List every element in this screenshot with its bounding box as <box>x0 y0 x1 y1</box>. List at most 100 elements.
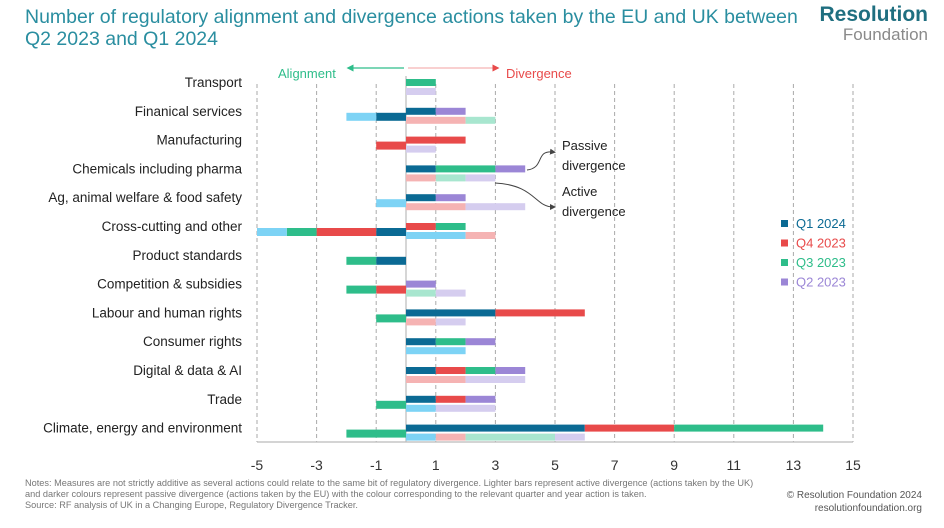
alignment-bar-q3 <box>376 400 406 409</box>
passive-bar-q3 <box>406 79 436 86</box>
active-bar-q3 <box>465 433 555 441</box>
passive-bar-q3 <box>435 223 466 230</box>
category-label: Consumer rights <box>143 334 242 349</box>
x-tick-label: 7 <box>611 457 619 473</box>
alignment-bar-q1 <box>376 256 406 265</box>
active-bar-q4 <box>435 433 466 441</box>
legend-swatch-q4 <box>781 239 788 247</box>
active-bar-q2 <box>406 88 436 95</box>
passive-bar-q4 <box>495 309 585 317</box>
x-tick-label: 1 <box>432 457 440 473</box>
category-label: Ag, animal welfare & food safety <box>48 190 242 205</box>
category-label: Transport <box>185 75 243 90</box>
legend-label-q1: Q1 2024 <box>796 216 846 231</box>
passive-bar-q1 <box>406 338 436 346</box>
website: resolutionfoundation.org <box>814 503 922 514</box>
passive-bar-q1 <box>406 367 436 374</box>
passive-bar-q3 <box>435 338 466 346</box>
resolution-foundation-logo: Resolution Foundation <box>820 4 929 44</box>
legend: Q1 2024 Q4 2023 Q3 2023 Q2 2023 <box>781 216 846 290</box>
chart-title: Number of regulatory alignment and diver… <box>25 6 798 50</box>
legend-swatch-q2 <box>781 278 788 286</box>
passive-bar-q2 <box>465 395 496 403</box>
alignment-bar-q3 <box>346 285 377 294</box>
alignment-bar-q3 <box>346 256 377 265</box>
passive-bar-q3 <box>674 424 824 432</box>
active-bar-q3 <box>406 289 436 297</box>
passive-bar-q1 <box>406 107 436 115</box>
x-tick-label: 11 <box>727 457 742 473</box>
active-bar-q4 <box>406 203 466 211</box>
active-bar-q4 <box>406 174 436 182</box>
x-tick-label: 9 <box>670 457 678 473</box>
alignment-bar-q3 <box>286 228 317 236</box>
passive-bar-q3 <box>435 165 496 173</box>
active-bar-q1 <box>406 347 466 355</box>
category-label: Manufacturing <box>156 133 242 148</box>
notes: Notes: Measures are not strictly additiv… <box>25 478 765 511</box>
alignment-bar-q1 <box>346 112 377 121</box>
active-bar-q2 <box>465 174 496 182</box>
active-bar-q3 <box>465 116 496 124</box>
category-label: Chemicals including pharma <box>72 161 242 176</box>
source-text: Source: RF analysis of UK in a Changing … <box>25 500 358 510</box>
passive-bar-q2 <box>495 367 526 374</box>
category-label: Climate, energy and environment <box>43 421 242 436</box>
active-bar-q4 <box>406 376 466 383</box>
passive-bar-q4 <box>406 223 436 230</box>
category-label: Digital & data & AI <box>133 363 242 378</box>
divergence-label: Divergence <box>506 66 572 81</box>
passive-bar-q1 <box>406 194 436 202</box>
passive-bar-q4 <box>435 367 466 374</box>
logo-line2: Foundation <box>842 25 928 44</box>
active-annotation-arrow <box>494 182 556 210</box>
passive-bar-q2 <box>495 165 526 173</box>
alignment-bar-q1 <box>376 228 406 236</box>
active-divergence-annotation: Active divergence <box>562 184 626 219</box>
passive-bar-q4 <box>435 395 466 403</box>
alignment-bar-q4 <box>376 285 406 294</box>
legend-label-q4: Q4 2023 <box>796 236 846 251</box>
active-bar-q4 <box>406 318 436 326</box>
passive-annotation-arrow <box>526 148 556 171</box>
alignment-bar-q1 <box>376 199 406 208</box>
passive-bar-q2 <box>435 194 466 202</box>
alignment-bar-q1 <box>257 228 287 236</box>
active-bar-q2 <box>435 318 466 326</box>
legend-label-q2: Q2 2023 <box>796 275 846 290</box>
active-bar-q2 <box>465 376 526 383</box>
passive-bar-q1 <box>406 165 436 173</box>
category-label: Trade <box>207 392 242 407</box>
passive-bar-q1 <box>406 424 585 432</box>
alignment-label: Alignment <box>278 66 336 81</box>
active-bar-q2 <box>465 203 526 211</box>
category-label: Labour and human rights <box>92 305 242 320</box>
alignment-bar-q4 <box>316 228 377 236</box>
category-label: Competition & subsidies <box>97 277 242 292</box>
category-label: Product standards <box>132 248 242 263</box>
passive-bar-q1 <box>406 395 436 403</box>
alignment-bar-q3 <box>346 429 406 438</box>
legend-swatch-q1 <box>781 220 788 227</box>
active-bar-q1 <box>406 404 436 412</box>
x-tick-label: -5 <box>251 457 264 473</box>
passive-bar-q2 <box>435 107 466 115</box>
passive-bar-q2 <box>406 280 436 288</box>
x-tick-label: 3 <box>492 457 500 473</box>
passive-divergence-annotation: Passive divergence <box>562 138 626 173</box>
active-bar-q2 <box>555 433 585 441</box>
active-bar-q1 <box>406 433 436 441</box>
passive-bar-q3 <box>465 367 496 374</box>
copyright: © Resolution Foundation 2024 <box>786 490 922 501</box>
active-bar-q2 <box>406 145 436 153</box>
x-tick-label: -1 <box>370 457 383 473</box>
active-bar-q4 <box>465 232 496 239</box>
passive-bar-q1 <box>406 309 496 317</box>
passive-bar-q2 <box>465 338 496 346</box>
legend-label-q3: Q3 2023 <box>796 255 846 270</box>
active-bar-q2 <box>435 404 496 412</box>
category-label: Finanical services <box>135 104 243 119</box>
x-tick-label: -3 <box>310 457 323 473</box>
